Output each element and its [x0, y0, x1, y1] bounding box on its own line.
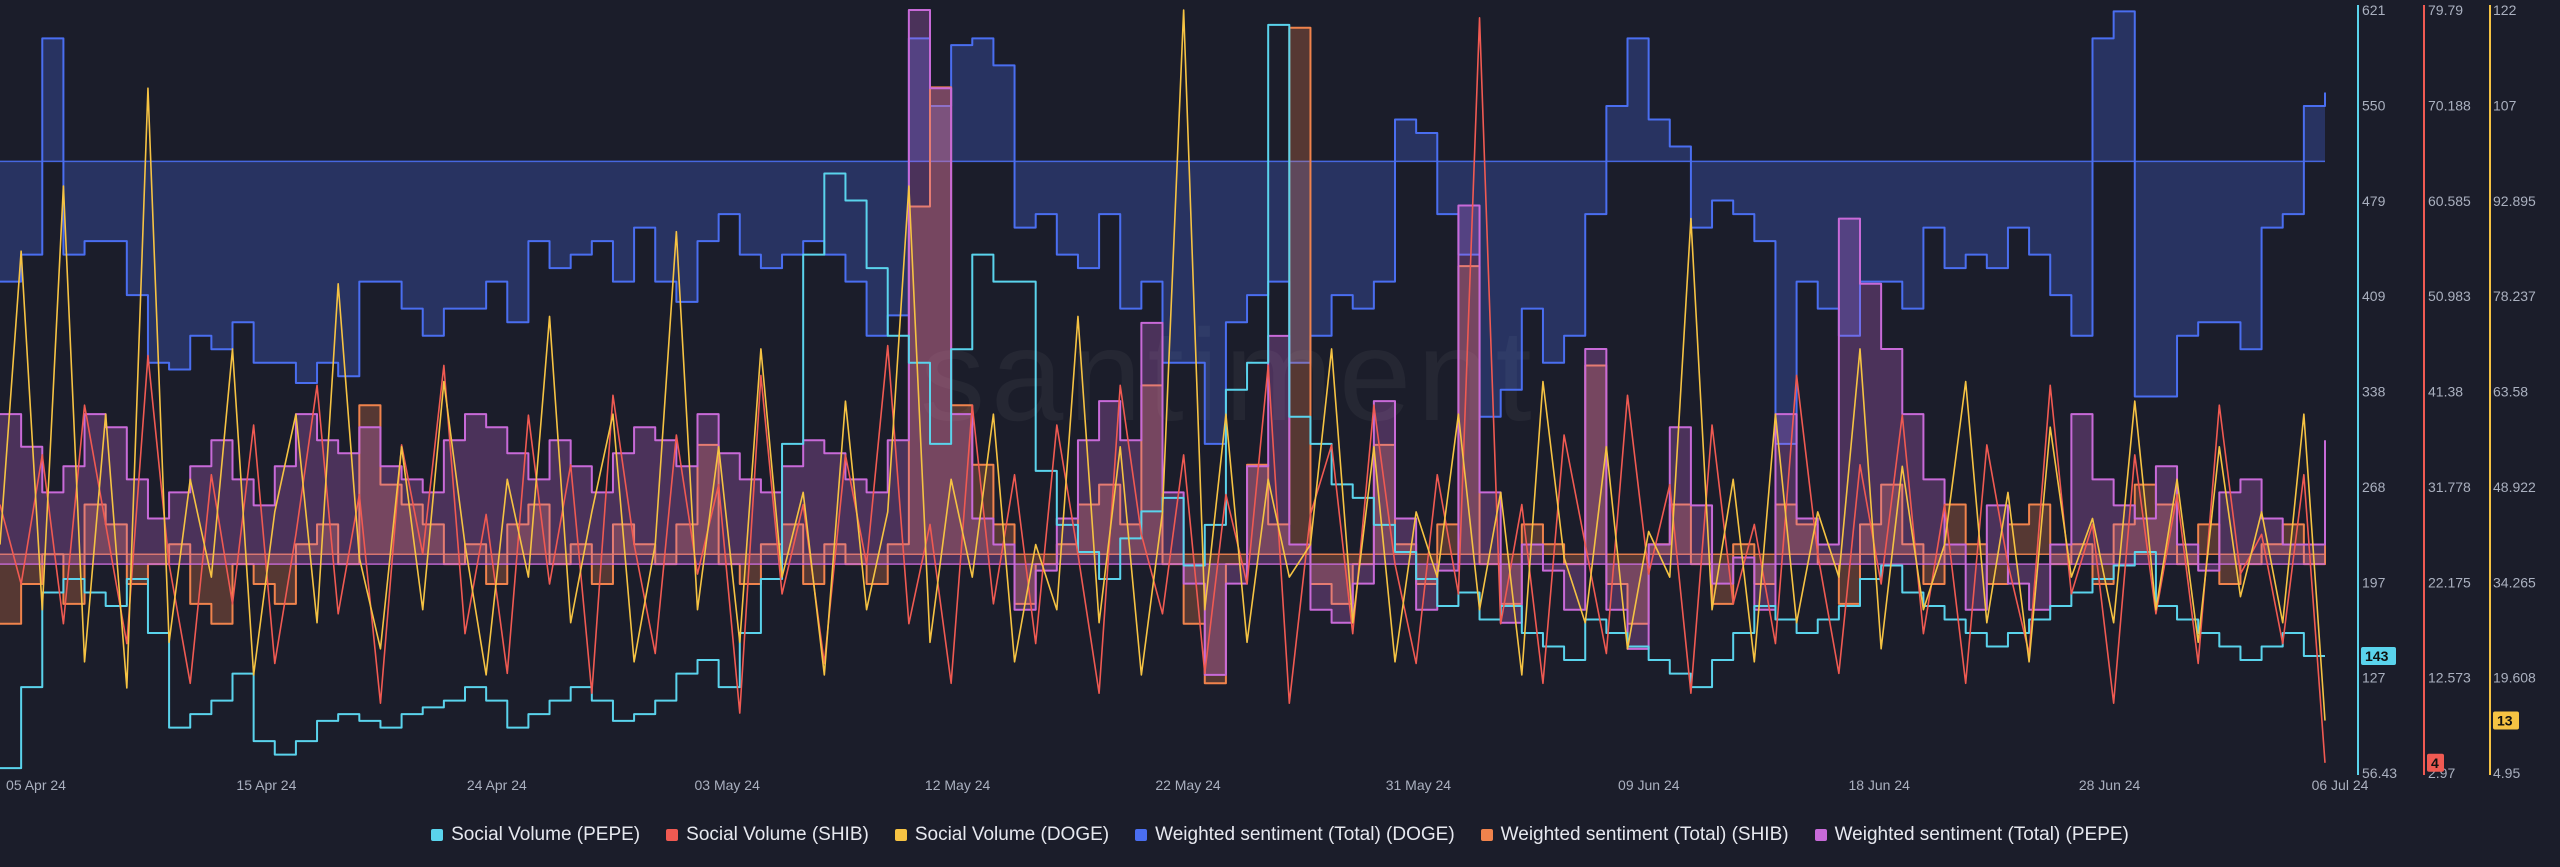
legend-label: Weighted sentiment (Total) (SHIB): [1500, 824, 1789, 845]
a3-tick-label: 122: [2493, 2, 2517, 18]
legend-label: Weighted sentiment (Total) (PEPE): [1834, 824, 2129, 845]
x-tick-label: 06 Jul 24: [2312, 777, 2369, 793]
x-axis: 05 Apr 24 15 Apr 24 24 Apr 24 03 May 24 12 M…: [6, 777, 2369, 793]
a3-tick-label: 48.922: [2493, 479, 2536, 495]
x-tick-label: 18 Jun 24: [1848, 777, 1910, 793]
a3-tick-label: 107: [2493, 97, 2517, 113]
a3-tick-label: 34.265: [2493, 574, 2536, 590]
a1-tick-label: 56.43: [2362, 765, 2397, 781]
a2-tick-label: 41.38: [2428, 384, 2463, 400]
a1-tick-label: 338: [2362, 384, 2386, 400]
legend-label: Weighted sentiment (Total) (DOGE): [1155, 824, 1455, 845]
a2-tick-label: 50.983: [2428, 288, 2471, 304]
series-layer: [0, 9, 2326, 770]
chart-canvas: 621 550 479 409 338 268 197 127 56.43 79.79 70.188…: [0, 2, 2536, 793]
a3-badge-label: 13: [2497, 713, 2513, 729]
legend-item[interactable]: Weighted sentiment (Total) (SHIB): [1480, 824, 1789, 846]
a1-value-badge: 143: [2361, 647, 2396, 666]
a2-tick-label: 12.573: [2428, 670, 2471, 686]
a2-tick-label: 79.79: [2428, 2, 2463, 18]
legend-item[interactable]: Social Volume (SHIB): [666, 824, 869, 846]
a3-value-badge: 13: [2493, 711, 2519, 730]
legend-label: Social Volume (SHIB): [686, 824, 869, 845]
legend-item[interactable]: Weighted sentiment (Total) (DOGE): [1135, 824, 1455, 846]
a3-tick-label: 63.58: [2493, 384, 2528, 400]
legend-swatch: [431, 829, 444, 841]
x-tick-label: 09 Jun 24: [1618, 777, 1680, 793]
legend-label: Social Volume (PEPE): [451, 824, 641, 845]
a1-tick-label: 268: [2362, 479, 2386, 495]
x-tick-label: 03 May 24: [695, 777, 761, 793]
a3-tick-label: 92.895: [2493, 193, 2536, 209]
legend-swatch: [1480, 829, 1493, 841]
a1-tick-label: 621: [2362, 2, 2386, 18]
weighted-sentiment-total-doge-area: [0, 11, 2325, 444]
legend-item[interactable]: Social Volume (PEPE): [431, 824, 640, 846]
x-tick-label: 12 May 24: [925, 777, 991, 793]
y-axes: 621 550 479 409 338 268 197 127 56.43 79.79 70.188…: [2357, 2, 2536, 781]
a2-badge-label: 4: [2431, 755, 2439, 771]
a2-tick-label: 31.778: [2428, 479, 2471, 495]
legend-swatch: [1135, 829, 1148, 841]
legend-item[interactable]: Weighted sentiment (Total) (PEPE): [1814, 824, 2129, 846]
a1-tick-label: 479: [2362, 193, 2386, 209]
a1-tick-label: 197: [2362, 574, 2386, 590]
social-volume-doge-line: [0, 9, 2326, 721]
legend-item[interactable]: Social Volume (DOGE): [894, 824, 1110, 846]
a2-tick-label: 22.175: [2428, 574, 2471, 590]
x-tick-label: 28 Jun 24: [2079, 777, 2141, 793]
a3-tick-label: 19.608: [2493, 670, 2536, 686]
x-tick-label: 31 May 24: [1386, 777, 1452, 793]
chart-legend: Social Volume (PEPE) Social Volume (SHIB)…: [0, 820, 2560, 850]
a1-tick-label: 409: [2362, 288, 2386, 304]
a2-tick-label: 70.188: [2428, 97, 2471, 113]
legend-swatch: [666, 829, 679, 841]
social-volume-shib-line: [0, 17, 2326, 763]
weighted-sentiment-total-pepe-line: [0, 9, 2326, 676]
a1-tick-label: 550: [2362, 97, 2386, 113]
x-tick-label: 05 Apr 24: [6, 777, 66, 793]
a1-tick-label: 127: [2362, 670, 2386, 686]
a2-value-badge: 4: [2427, 753, 2444, 772]
x-tick-label: 24 Apr 24: [467, 777, 527, 793]
x-tick-label: 15 Apr 24: [236, 777, 296, 793]
legend-swatch: [894, 829, 907, 841]
a3-tick-label: 4.95: [2493, 765, 2520, 781]
legend-label: Social Volume (DOGE): [914, 824, 1110, 845]
a2-tick-label: 60.585: [2428, 193, 2471, 209]
x-tick-label: 22 May 24: [1155, 777, 1221, 793]
legend-swatch: [1814, 829, 1827, 841]
a1-badge-label: 143: [2365, 648, 2389, 664]
a3-tick-label: 78.237: [2493, 288, 2536, 304]
